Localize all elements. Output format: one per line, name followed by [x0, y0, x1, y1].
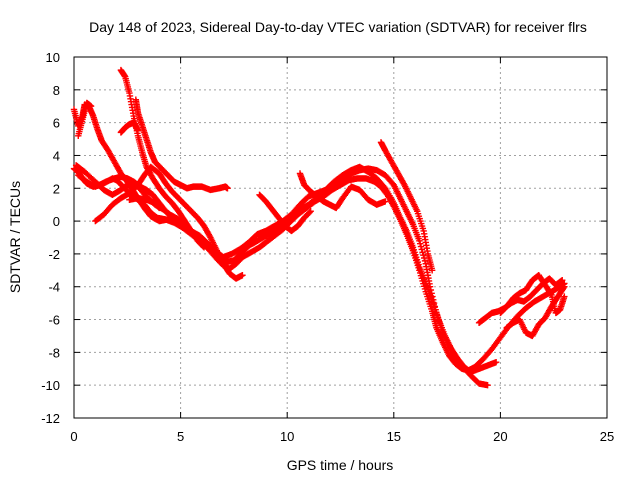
y-tick-label: 6 [53, 116, 60, 131]
x-tick-label: 5 [177, 429, 184, 444]
y-axis-label: SDTVAR / TECUs [7, 181, 23, 293]
series-2 [75, 163, 500, 376]
y-tick-label: -10 [41, 378, 60, 393]
series-15 [503, 283, 568, 340]
data-point [306, 208, 314, 216]
data-point [417, 243, 425, 250]
x-tick-label: 15 [387, 429, 401, 444]
data-point [484, 381, 491, 389]
x-tick-label: 20 [493, 429, 507, 444]
series-7 [132, 96, 231, 194]
data-point [559, 276, 566, 284]
y-tick-label: -12 [41, 411, 60, 426]
data-point [87, 103, 95, 110]
grid-lines [74, 57, 607, 418]
data-point [560, 284, 567, 292]
data-point [420, 251, 427, 259]
axis-ticks: 0 5 10 15 20 25 -12 -10 -8 -6 -4 -2 0 2 4 6 8 10 [41, 50, 614, 444]
plot-border [73, 56, 608, 419]
data-point [421, 257, 429, 265]
data-point [200, 244, 208, 251]
y-tick-label: 4 [53, 148, 60, 163]
series-9 [126, 194, 163, 212]
data-point [561, 283, 568, 290]
y-tick-label: 0 [53, 214, 60, 229]
series-12 [377, 139, 436, 274]
data-point [416, 237, 423, 244]
y-tick-label: -8 [48, 345, 60, 360]
data-point [428, 267, 436, 274]
data-point [239, 272, 246, 279]
data-point [200, 243, 207, 250]
data-point [382, 198, 389, 205]
y-tick-label: -2 [48, 247, 60, 262]
data-point [416, 240, 424, 247]
data-point [419, 249, 426, 256]
series-5 [75, 99, 95, 139]
series-6 [117, 66, 208, 251]
y-tick-label: -4 [48, 280, 60, 295]
series-10 [256, 191, 314, 235]
y-tick-label: 2 [53, 181, 60, 196]
data-points [70, 66, 568, 389]
data-point [418, 246, 425, 253]
data-point [561, 293, 568, 300]
data-point [492, 359, 500, 366]
series-4 [70, 101, 172, 225]
data-point [224, 185, 231, 192]
series-11 [296, 170, 389, 212]
data-point [156, 204, 163, 212]
x-axis-label: GPS time / hours [287, 457, 394, 473]
y-tick-label: -6 [48, 313, 60, 328]
x-tick-label: 0 [70, 429, 77, 444]
x-tick-label: 10 [280, 429, 294, 444]
x-tick-label: 25 [600, 429, 614, 444]
series-8 [117, 119, 142, 136]
data-point [307, 208, 314, 215]
data-point [547, 290, 554, 297]
data-point [164, 216, 172, 223]
y-tick-label: 8 [53, 83, 60, 98]
chart-title: Day 148 of 2023, Sidereal Day-to-day VTE… [89, 19, 587, 35]
y-tick-label: 10 [46, 50, 60, 65]
data-point [134, 127, 142, 135]
